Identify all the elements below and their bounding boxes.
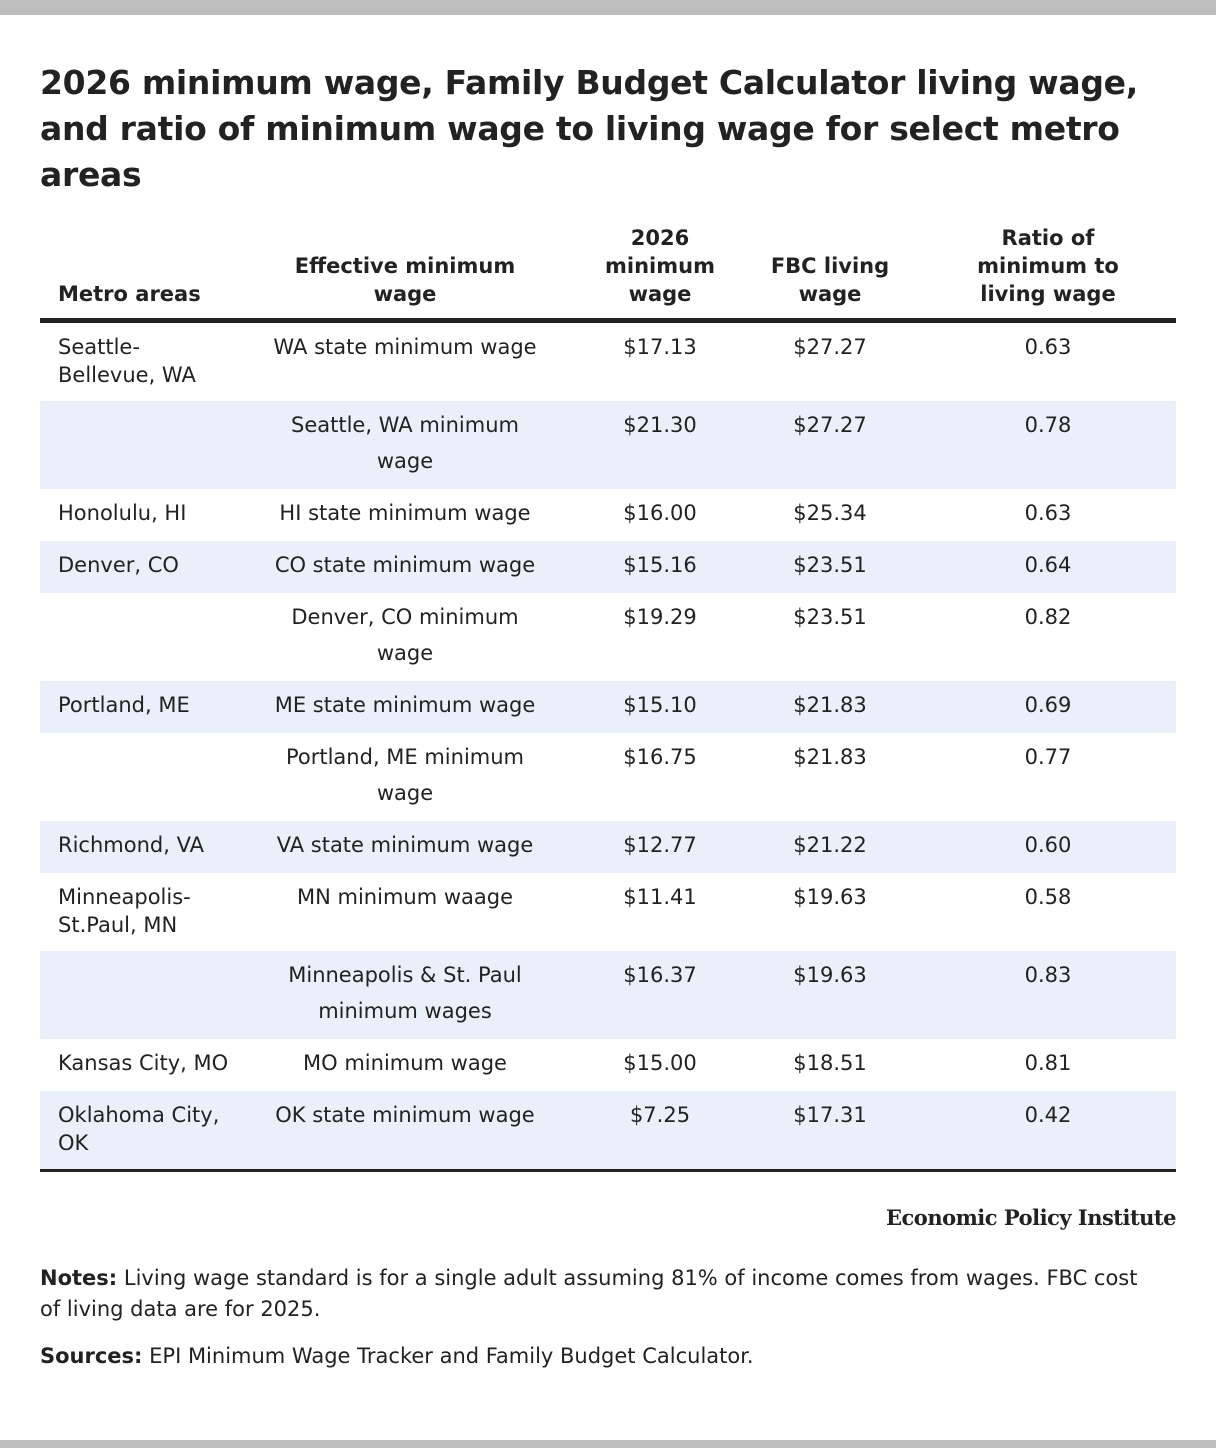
table-cell: Honolulu, HI — [58, 501, 187, 525]
column-header: Ratio of minimum to living wage — [920, 224, 1176, 323]
table-cell: 0.60 — [1024, 833, 1072, 857]
table-cell: $15.16 — [623, 553, 697, 577]
table-row: Richmond, VA VA state minimum wage $12.77 $… — [40, 821, 1176, 873]
table-cell: Portland, ME — [58, 693, 190, 717]
table-cell: $11.41 — [623, 885, 697, 909]
header-row: Metro areas Effective minimum wage 2026 mi… — [40, 224, 1176, 323]
table-row: Seattle-Bellevue, WA WA state minimum wag… — [40, 321, 1176, 402]
table-cell: 0.69 — [1024, 693, 1072, 717]
table-cell: HI state minimum wage — [279, 501, 531, 525]
table-row: Minneapolis & St. Paul minimum wages $16.… — [40, 951, 1176, 1039]
notes-text: Living wage standard is for a single adu… — [40, 1266, 1138, 1321]
table-cell: OK state minimum wage — [230, 1091, 580, 1172]
table-cell: Seattle, WA minimum wage — [290, 413, 519, 473]
table-cell: CO state minimum wage — [274, 553, 536, 577]
table-cell: WA state minimum wage — [273, 335, 537, 359]
table-cell: $19.63 — [793, 885, 867, 909]
table-cell: $15.00 — [623, 1051, 697, 1075]
table-cell: $23.51 — [793, 553, 867, 577]
table-cell: Minneapolis-St.Paul, MN — [58, 885, 191, 937]
table-cell: Denver, CO — [58, 553, 179, 577]
data-table: Metro areas Effective minimum wage 2026 mi… — [40, 224, 1176, 1172]
table-cell: $21.83 — [793, 693, 867, 717]
table-cell — [40, 733, 230, 821]
table-cell: Portland, ME minimum wage — [285, 745, 525, 805]
table-body: Seattle-Bellevue, WA WA state minimum wag… — [40, 321, 1176, 1172]
table-cell: 0.63 — [1024, 501, 1072, 525]
table-cell: 0.81 — [1024, 1051, 1072, 1075]
table-row: Denver, CO minimum wage $19.29 $23.51 0.82 — [40, 593, 1176, 681]
table-cell — [40, 401, 230, 489]
column-header: 2026 minimum wage — [580, 224, 740, 323]
table-cell: $16.00 — [623, 501, 697, 525]
table-cell: $16.75 — [623, 745, 697, 769]
table-cell: MN minimum waage — [297, 885, 513, 909]
column-header: FBC living wage — [740, 224, 920, 323]
table-cell: VA state minimum wage — [276, 833, 534, 857]
table-cell: $21.30 — [623, 413, 697, 437]
table-cell: $18.51 — [793, 1051, 867, 1075]
table-cell: $25.34 — [793, 501, 867, 525]
table-cell: 0.83 — [1024, 963, 1072, 987]
table-cell: $21.22 — [793, 833, 867, 857]
table-cell — [40, 951, 230, 1039]
table-cell: $7.25 — [580, 1091, 740, 1172]
table-cell: MO minimum wage — [303, 1051, 507, 1075]
table-row: Denver, CO CO state minimum wage $15.16 $23… — [40, 541, 1176, 593]
table-cell: $12.77 — [623, 833, 697, 857]
table-row: Portland, ME minimum wage $16.75 $21.83 0.7… — [40, 733, 1176, 821]
table-cell: Seattle-Bellevue, WA — [58, 335, 196, 387]
table-row: Kansas City, MO MO minimum wage $15.00 $18.… — [40, 1039, 1176, 1091]
table-cell: 0.78 — [1024, 413, 1072, 437]
table-cell — [40, 593, 230, 681]
table-row: Seattle, WA minimum wage $21.30 $27.27 0.78 — [40, 401, 1176, 489]
table-cell: ME state minimum wage — [274, 693, 536, 717]
table-cell: $19.29 — [623, 605, 697, 629]
table-cell: 0.64 — [1024, 553, 1072, 577]
table-cell: Minneapolis & St. Paul minimum wages — [288, 963, 522, 1023]
sources: Sources: EPI Minimum Wage Tracker and Fa… — [40, 1341, 1150, 1372]
table-cell: 0.63 — [1024, 335, 1072, 359]
table-cell: $17.31 — [740, 1091, 920, 1172]
column-header: Effective minimum wage — [230, 224, 580, 323]
table-row: Minneapolis-St.Paul, MN MN minimum waage $… — [40, 873, 1176, 951]
column-header: Metro areas — [40, 224, 230, 323]
sources-text: EPI Minimum Wage Tracker and Family Budg… — [149, 1344, 754, 1368]
table-cell: 0.42 — [920, 1091, 1176, 1172]
title: 2026 minimum wage, Family Budget Calcula… — [40, 63, 1138, 194]
notes-label: Notes: — [40, 1266, 118, 1290]
table-cell: $19.63 — [793, 963, 867, 987]
table-cell: Kansas City, MO — [58, 1051, 229, 1075]
table-row: Honolulu, HI HI state minimum wage $16.00 $… — [40, 489, 1176, 541]
table-row: Oklahoma City, OK OK state minimum wage $7… — [40, 1091, 1176, 1172]
table-row: Portland, ME ME state minimum wage $15.10 $… — [40, 681, 1176, 733]
table-cell: $17.13 — [623, 335, 697, 359]
table-cell: $21.83 — [793, 745, 867, 769]
table-cell: $16.37 — [623, 963, 697, 987]
table-cell: 0.82 — [1024, 605, 1072, 629]
table-cell: Denver, CO minimum wage — [291, 605, 519, 665]
top-bar — [0, 0, 1216, 15]
table-cell: $23.51 — [793, 605, 867, 629]
table-cell: 0.58 — [1024, 885, 1072, 909]
table-cell: $27.27 — [793, 413, 867, 437]
sources-label: Sources: — [40, 1344, 143, 1368]
table-cell: $15.10 — [623, 693, 697, 717]
table-cell: $27.27 — [793, 335, 867, 359]
table-cell: Oklahoma City, OK — [40, 1091, 230, 1172]
notes: Notes: Living wage standard is for a sin… — [40, 1263, 1150, 1325]
brand: Economic Policy Institute — [886, 1205, 1176, 1230]
bottom-bar — [0, 1440, 1216, 1448]
table-cell: Richmond, VA — [58, 833, 204, 857]
table-cell: 0.77 — [1024, 745, 1072, 769]
